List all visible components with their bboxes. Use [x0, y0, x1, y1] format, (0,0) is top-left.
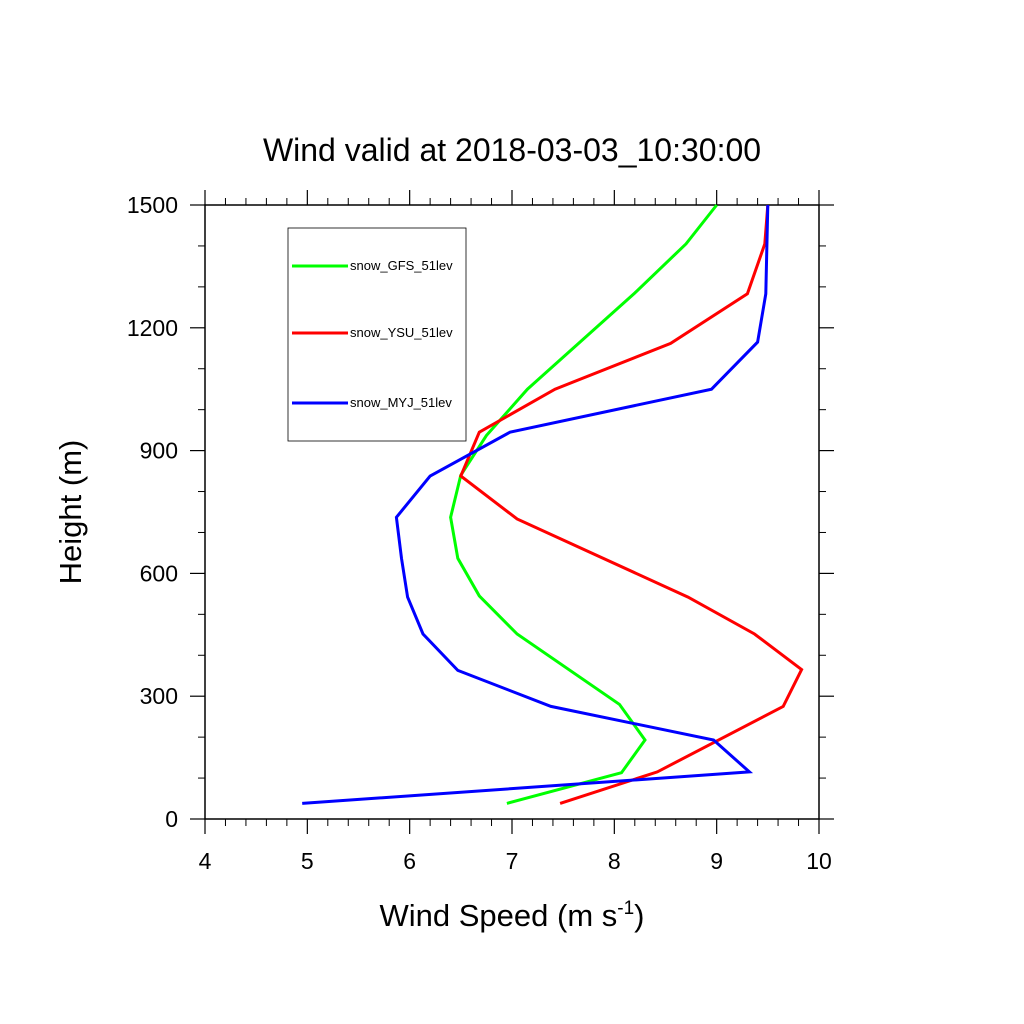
- x-tick-label: 9: [710, 848, 723, 874]
- y-tick-label: 600: [140, 560, 178, 586]
- y-tick-label: 900: [140, 438, 178, 464]
- x-tick-label: 8: [608, 848, 621, 874]
- x-axis-label-end: ): [634, 898, 644, 933]
- x-axis-label: Wind Speed (m s-1): [380, 898, 645, 933]
- x-axis-label-main: Wind Speed (m s: [380, 898, 618, 933]
- y-tick-label: 0: [165, 806, 178, 832]
- axis-ticks: [190, 190, 834, 834]
- axis-tick-labels: 4 5 6 7 8 9 10 0 300 600 900 1200 1500: [127, 192, 832, 874]
- y-tick-label: 300: [140, 683, 178, 709]
- y-tick-label: 1200: [127, 315, 178, 341]
- y-tick-label: 1500: [127, 192, 178, 218]
- x-tick-label: 10: [806, 848, 832, 874]
- series-line-snow-ysu-51lev: [458, 204, 804, 805]
- series-lines: [302, 204, 804, 805]
- y-axis-label: Height (m): [53, 440, 88, 585]
- chart-title: Wind valid at 2018-03-03_10:30:00: [263, 132, 761, 168]
- legend-label-snow-gfs-51lev: snow_GFS_51lev: [350, 258, 453, 273]
- series-line-snow-myj-51lev: [302, 204, 770, 805]
- legend-label-snow-myj-51lev: snow_MYJ_51lev: [350, 395, 452, 410]
- legend: snow_GFS_51lev snow_YSU_51lev snow_MYJ_51l…: [287, 227, 467, 442]
- x-axis-label-superscript: -1: [617, 898, 634, 919]
- x-tick-label: 4: [199, 848, 212, 874]
- x-tick-label: 7: [506, 848, 519, 874]
- x-tick-label: 5: [301, 848, 314, 874]
- legend-label-snow-ysu-51lev: snow_YSU_51lev: [350, 325, 453, 340]
- series-line-snow-gfs-51lev: [449, 204, 718, 805]
- x-tick-label: 6: [403, 848, 416, 874]
